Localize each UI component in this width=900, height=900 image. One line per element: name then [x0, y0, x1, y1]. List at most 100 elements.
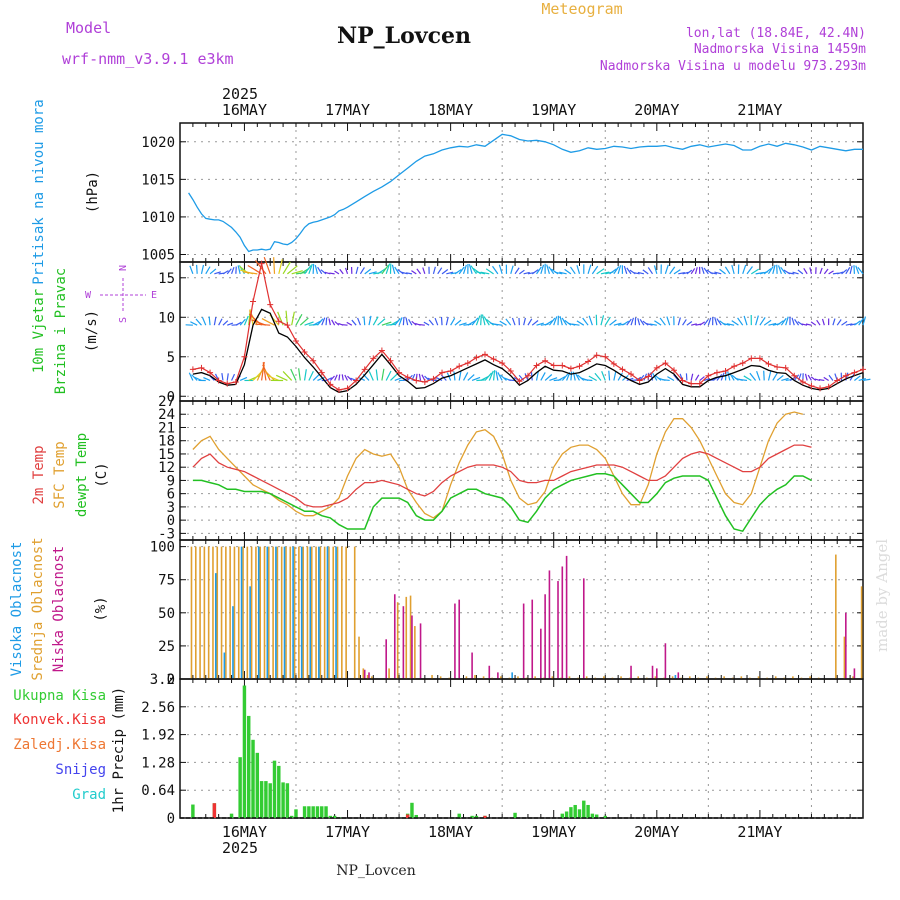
wind-arrow	[381, 264, 389, 275]
wind-arrow	[468, 264, 473, 275]
y-tick-label: 25	[158, 639, 175, 655]
wind-arrow	[756, 371, 761, 381]
y-tick-label: 0.64	[141, 783, 175, 799]
wind-arrow	[785, 316, 789, 326]
cloud-label-2: Srednja Oblacnost	[30, 537, 46, 680]
wind-arrow	[816, 319, 821, 326]
wind-gust-marker	[370, 355, 377, 362]
wind-arrow	[797, 269, 804, 275]
wind-arrow	[780, 266, 787, 275]
wind-arrow	[440, 316, 443, 326]
wind-gust-marker	[232, 379, 239, 386]
wind-gust-marker	[731, 363, 738, 370]
wind-arrow	[854, 320, 861, 326]
day-label: 19MAY	[531, 101, 576, 119]
wind-gust-marker	[679, 377, 686, 384]
wind-arrow	[511, 317, 516, 326]
wind-arrow	[855, 265, 860, 275]
wind-arrow	[304, 265, 312, 275]
y-tick-label: 0	[167, 811, 175, 827]
wind-arrow	[630, 317, 635, 326]
wind-arrow	[738, 378, 748, 382]
wind-arrow	[841, 269, 848, 275]
wind-arrow	[459, 322, 467, 326]
wind-arrow	[673, 374, 679, 381]
precip-bar	[289, 815, 294, 818]
wind-arrow	[767, 265, 774, 275]
precip-legend-hail: Grad	[72, 787, 106, 803]
wind-arrow	[609, 319, 617, 326]
wind-arrow	[312, 373, 320, 381]
wind-arrow	[647, 267, 654, 275]
cloud-unit: (%)	[93, 596, 109, 621]
wind-arrow	[453, 371, 456, 381]
wind-arrow	[372, 316, 379, 326]
wind-arrow	[495, 370, 499, 381]
subtitle: Meteogram	[541, 0, 622, 18]
wind-arrow	[494, 323, 503, 326]
cloud-panel: 0 25 50 75 100	[150, 539, 864, 688]
wind-arrow	[561, 373, 569, 381]
wind-arrow	[623, 265, 628, 275]
precip-bar	[513, 812, 517, 818]
wind-gust-marker	[456, 363, 463, 370]
wind-arrow	[714, 271, 722, 275]
wind-arrow	[703, 267, 709, 275]
wind-arrow	[594, 372, 602, 381]
wind-arrow	[298, 368, 301, 381]
wind-gust-marker	[817, 385, 824, 392]
wind-arrow	[411, 320, 417, 326]
wind-arrow	[540, 372, 546, 381]
wind-arrow	[836, 319, 842, 326]
dewpt-line	[192, 473, 812, 533]
wind-arrow	[622, 320, 630, 326]
wind-arrow	[571, 323, 580, 326]
y-tick-label: 0	[167, 513, 175, 529]
wind-gust-marker	[842, 372, 849, 379]
sfc-temp-line	[192, 411, 804, 519]
wind-arrow	[849, 265, 853, 274]
wind-arrow	[557, 376, 566, 381]
wind-arrow	[570, 371, 573, 381]
wind-arrow	[540, 264, 545, 275]
precip-legend-frozen: Zaledj.Kisa	[13, 737, 106, 753]
precip-bar	[311, 806, 315, 818]
wind-gust-marker	[344, 385, 351, 392]
wind-arrow	[205, 266, 211, 275]
wind-arrow	[275, 374, 288, 382]
wind-arrow	[777, 265, 782, 275]
wind-arrow	[368, 371, 374, 381]
wind-arrow	[195, 318, 202, 326]
wind-arrow	[458, 371, 462, 381]
wind-arrow	[334, 321, 340, 326]
wind-arrow	[355, 266, 359, 274]
wind-gust-marker	[250, 298, 257, 305]
wind-arrow	[792, 271, 799, 275]
wind-gust-marker	[198, 364, 205, 371]
precip-bar	[320, 806, 324, 818]
wind-arrow	[237, 265, 241, 274]
wind-mean-line	[192, 308, 864, 393]
wind-arrow	[759, 317, 766, 326]
precip-bar	[328, 815, 333, 818]
precip-bar	[474, 815, 479, 818]
wind-arrow	[549, 377, 558, 382]
wind-arrow	[435, 376, 443, 382]
wind-arrow	[328, 318, 331, 326]
wind-arrow	[434, 317, 439, 326]
precip-bar	[470, 815, 474, 818]
wind-arrow	[828, 270, 834, 275]
wind-arrow	[484, 372, 493, 381]
wind-arrow	[510, 265, 514, 275]
wind-gust-marker	[542, 357, 549, 364]
wind-arrow	[405, 317, 409, 326]
day-labels-top: 16MAY 17MAY 18MAY 19MAY 20MAY 21MAY	[222, 101, 783, 119]
wind-arrow	[743, 315, 748, 326]
wind-arrow	[475, 271, 486, 275]
y-tick-label: 1.92	[141, 728, 175, 744]
wind-arrow	[678, 272, 685, 275]
wind-arrow	[559, 316, 563, 326]
wind-arrow	[649, 323, 657, 326]
wind-arrow	[290, 368, 297, 381]
wind-arrow	[682, 319, 687, 326]
